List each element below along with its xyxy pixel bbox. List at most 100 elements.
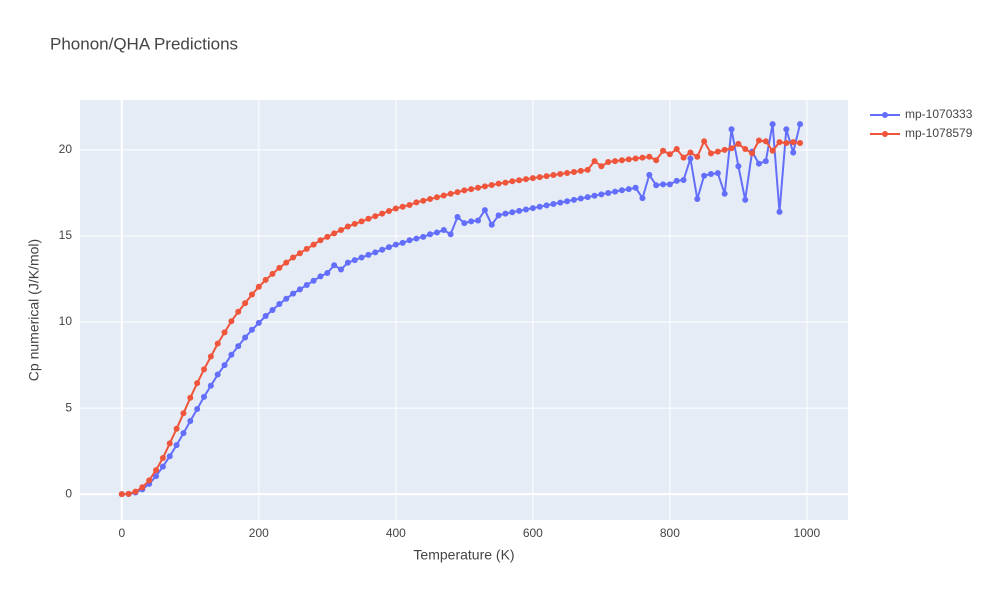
point — [755, 137, 762, 144]
point — [666, 181, 673, 188]
point — [673, 177, 680, 184]
point — [495, 212, 502, 219]
point — [707, 150, 714, 157]
point — [605, 158, 612, 165]
point — [159, 463, 166, 470]
point — [612, 158, 619, 165]
point — [324, 233, 331, 240]
point — [235, 343, 242, 350]
point — [159, 455, 166, 462]
point — [536, 203, 543, 210]
point — [564, 198, 571, 205]
chart-title: Phonon/QHA Predictions — [50, 34, 238, 53]
x-tick-label: 200 — [249, 526, 269, 540]
point — [228, 318, 235, 325]
point — [413, 235, 420, 242]
point — [440, 192, 447, 199]
point — [694, 153, 701, 160]
point — [255, 319, 262, 326]
point — [701, 138, 708, 145]
point — [543, 173, 550, 180]
point — [365, 215, 372, 222]
point — [516, 177, 523, 184]
y-tick-label: 10 — [59, 314, 73, 328]
point — [577, 167, 584, 174]
point — [207, 382, 214, 389]
point — [235, 308, 242, 315]
point — [776, 208, 783, 215]
point — [694, 195, 701, 202]
point — [372, 213, 379, 220]
point — [701, 172, 708, 179]
point — [351, 257, 358, 264]
point — [372, 249, 379, 256]
point — [454, 189, 461, 196]
point — [269, 307, 276, 313]
point — [468, 218, 475, 225]
point — [488, 221, 495, 228]
point — [125, 490, 132, 497]
point — [194, 405, 201, 412]
point — [646, 153, 653, 160]
point — [324, 269, 331, 276]
point — [742, 196, 749, 203]
point — [584, 194, 591, 201]
point — [248, 291, 255, 298]
point — [392, 205, 399, 212]
point — [714, 170, 721, 177]
point — [639, 195, 646, 202]
point — [379, 210, 386, 217]
point — [433, 229, 440, 236]
point — [728, 126, 735, 133]
point — [255, 283, 262, 290]
point — [194, 380, 201, 387]
point — [406, 237, 413, 244]
point — [728, 145, 735, 152]
point — [598, 191, 605, 198]
point — [481, 207, 488, 214]
point — [570, 196, 577, 203]
y-axis-title: Cp numerical (J/K/mol) — [26, 239, 42, 381]
point — [180, 410, 187, 417]
legend-marker — [882, 131, 888, 137]
point — [385, 208, 392, 215]
point — [714, 148, 721, 155]
point — [529, 175, 536, 182]
point — [769, 147, 776, 154]
point — [502, 179, 509, 186]
point — [392, 241, 399, 248]
point — [269, 270, 276, 277]
point — [262, 313, 269, 320]
point — [173, 425, 180, 432]
point — [221, 362, 228, 369]
point — [557, 171, 564, 178]
point — [557, 199, 564, 206]
point — [331, 262, 338, 269]
point — [207, 353, 214, 360]
point — [488, 182, 495, 189]
point — [495, 180, 502, 187]
point — [440, 226, 447, 233]
point — [296, 286, 303, 293]
point — [283, 259, 290, 266]
point — [797, 121, 804, 128]
point — [570, 168, 577, 175]
point — [481, 183, 488, 190]
point — [406, 202, 413, 208]
point — [475, 184, 482, 191]
legend-marker — [882, 112, 888, 118]
point — [399, 239, 406, 246]
point — [529, 205, 536, 212]
point — [242, 300, 249, 307]
point — [721, 190, 728, 197]
point — [543, 202, 550, 209]
point — [742, 146, 749, 153]
point — [351, 220, 358, 227]
point — [797, 140, 804, 147]
point — [673, 146, 680, 153]
series-line — [121, 139, 801, 496]
point — [550, 200, 557, 207]
point — [735, 140, 742, 147]
point — [776, 139, 783, 146]
